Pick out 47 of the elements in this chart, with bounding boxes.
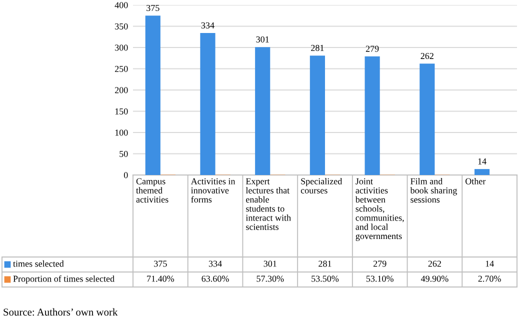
text: 375: [146, 4, 160, 12]
data-label: 53.50%: [312, 276, 339, 282]
y-tick-label: 400: [114, 2, 128, 8]
data-label: 2.70%: [478, 276, 501, 282]
y-tick-label: 150: [115, 108, 128, 114]
y-tick-label: 350: [115, 23, 128, 30]
x-tick-label: Specialized courses: [300, 178, 342, 194]
data-label: 57.30%: [256, 276, 284, 282]
bar: [474, 169, 490, 175]
bar: [200, 33, 216, 175]
data-label: 334: [208, 260, 222, 267]
bar: [364, 56, 380, 175]
data-label: 71.40%: [147, 276, 174, 282]
data-label: 49.90%: [420, 276, 448, 282]
y-tick-label: 50: [120, 150, 128, 157]
text: 301: [256, 36, 269, 42]
y-tick-label: 250: [114, 66, 128, 72]
bar: [310, 56, 325, 175]
data-label: 281: [318, 260, 332, 267]
data-label: 14: [486, 260, 494, 267]
text: 281: [311, 44, 324, 51]
text: 279: [366, 46, 379, 52]
bar: [145, 16, 160, 175]
text: 334: [201, 22, 214, 28]
x-tick-label: Activities in innovative forms: [190, 178, 236, 203]
x-tick-label: Campus themed activities: [136, 178, 168, 203]
x-tick-label: Joint activities between schools, communities, and local governments: [355, 178, 404, 241]
x-tick-label: Expert lectures that enable students to interact with scientists: [246, 178, 291, 230]
data-label: 63.60%: [202, 276, 229, 282]
y-tick-label: 100: [115, 130, 128, 136]
y-tick-label: 200: [114, 87, 128, 94]
y-tick-label: 0: [124, 172, 128, 178]
x-tick-label: Other: [466, 178, 486, 184]
data-label: 375: [154, 260, 167, 267]
legend-label: Proportion of times selected: [13, 275, 114, 284]
data-label: 301: [264, 260, 276, 267]
text: 14: [478, 158, 486, 164]
y-tick-label: 300: [115, 44, 128, 51]
data-label: 262: [428, 260, 441, 267]
text: 262: [420, 52, 434, 60]
data-label: 53.10%: [366, 276, 394, 282]
bar: [255, 47, 270, 175]
legend-label: times selected: [13, 260, 64, 267]
data-label: 279: [373, 260, 386, 267]
x-tick-label: Film and book sharing sessions: [410, 178, 458, 203]
bar: [420, 64, 435, 175]
source-note: Source: Authors’ own work: [4, 308, 118, 316]
